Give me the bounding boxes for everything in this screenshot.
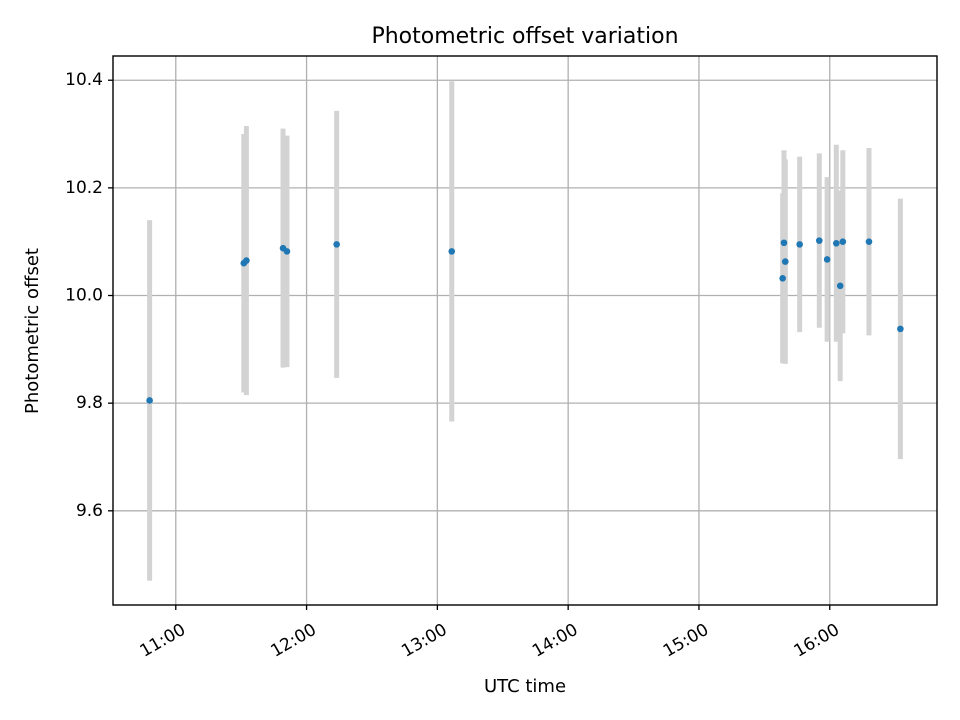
plot-frame [112, 55, 938, 606]
data-point [780, 239, 788, 247]
chart-title: Photometric offset variation [371, 24, 678, 49]
data-point [839, 238, 847, 245]
y-tick-label: 10.4 [65, 70, 103, 90]
y-tick-label: 9.8 [76, 393, 103, 413]
y-axis-label: Photometric offset [22, 248, 43, 414]
point-layer [146, 237, 904, 404]
data-point [815, 237, 823, 244]
data-point [779, 274, 786, 282]
data-point [781, 258, 789, 265]
x-axis-label: UTC time [484, 676, 566, 697]
data-point [823, 256, 831, 263]
data-point [832, 240, 840, 247]
data-point [897, 325, 904, 333]
data-point [796, 241, 803, 248]
data-point [448, 248, 456, 255]
y-tick-label: 10.0 [65, 286, 103, 306]
data-point [146, 397, 153, 404]
y-tick-label: 9.6 [76, 501, 103, 521]
data-point [865, 238, 873, 245]
data-point [836, 282, 844, 290]
data-point [243, 257, 250, 264]
y-tick-label: 10.2 [65, 178, 103, 198]
data-point [333, 241, 340, 248]
data-point [283, 248, 291, 255]
